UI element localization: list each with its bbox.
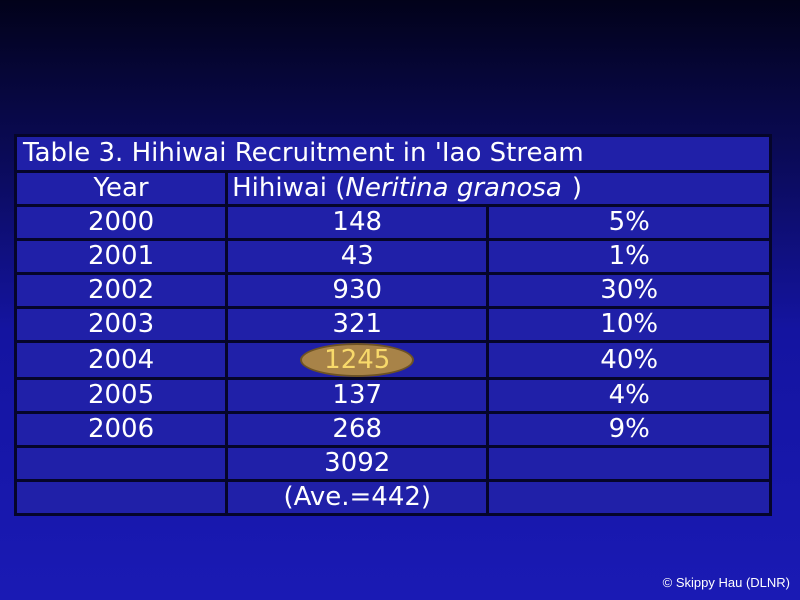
highlight: 1245	[300, 343, 415, 377]
count-cell: 148	[225, 204, 490, 241]
data-row: 2004 1245 40%	[13, 340, 772, 380]
year-cell: 2001	[13, 238, 229, 275]
percent-cell: 30%	[486, 272, 772, 309]
data-row: 2000 148 5%	[13, 204, 772, 241]
table-title: Table 3. Hihiwai Recruitment in 'Iao Str…	[14, 134, 772, 173]
data-row: 2006 268 9%	[13, 411, 772, 448]
species-header: Hihiwai (Neritina granosa)	[225, 170, 772, 207]
count-cell: 1245	[225, 340, 490, 380]
total-cell: 3092	[225, 445, 490, 482]
empty-cell	[13, 445, 229, 482]
total-row: 3092	[13, 445, 772, 482]
year-cell: 2002	[13, 272, 229, 309]
count-cell: 43	[225, 238, 490, 275]
title-row: Table 3. Hihiwai Recruitment in 'Iao Str…	[14, 134, 772, 173]
species-prefix: Hihiwai (	[232, 173, 346, 203]
count-cell: 321	[225, 306, 490, 343]
year-cell: 2003	[13, 306, 229, 343]
year-cell: 2006	[13, 411, 229, 448]
data-row: 2005 137 4%	[13, 377, 772, 414]
empty-cell	[486, 445, 772, 482]
year-header: Year	[13, 170, 229, 207]
species-suffix: )	[571, 173, 583, 203]
empty-cell	[486, 479, 772, 516]
percent-cell: 5%	[486, 204, 772, 241]
percent-cell: 1%	[486, 238, 772, 275]
species-name: Neritina granosa	[345, 173, 562, 203]
year-cell: 2005	[13, 377, 229, 414]
year-cell: 2000	[13, 204, 229, 241]
percent-cell: 40%	[486, 340, 772, 380]
percent-cell: 9%	[486, 411, 772, 448]
count-cell: 930	[225, 272, 490, 309]
count-cell: 137	[225, 377, 490, 414]
average-row: (Ave.=442)	[13, 479, 772, 516]
data-row: 2002 930 30%	[13, 272, 772, 309]
header-row: Year Hihiwai (Neritina granosa)	[13, 170, 772, 207]
credit: © Skippy Hau (DLNR)	[662, 575, 790, 590]
percent-cell: 10%	[486, 306, 772, 343]
year-cell: 2004	[13, 340, 229, 380]
average-cell: (Ave.=442)	[225, 479, 490, 516]
empty-cell	[13, 479, 229, 516]
count-cell: 268	[225, 411, 490, 448]
data-row: 2003 321 10%	[13, 306, 772, 343]
recruitment-table: Table 3. Hihiwai Recruitment in 'Iao Str…	[13, 134, 772, 516]
data-row: 2001 43 1%	[13, 238, 772, 275]
percent-cell: 4%	[486, 377, 772, 414]
